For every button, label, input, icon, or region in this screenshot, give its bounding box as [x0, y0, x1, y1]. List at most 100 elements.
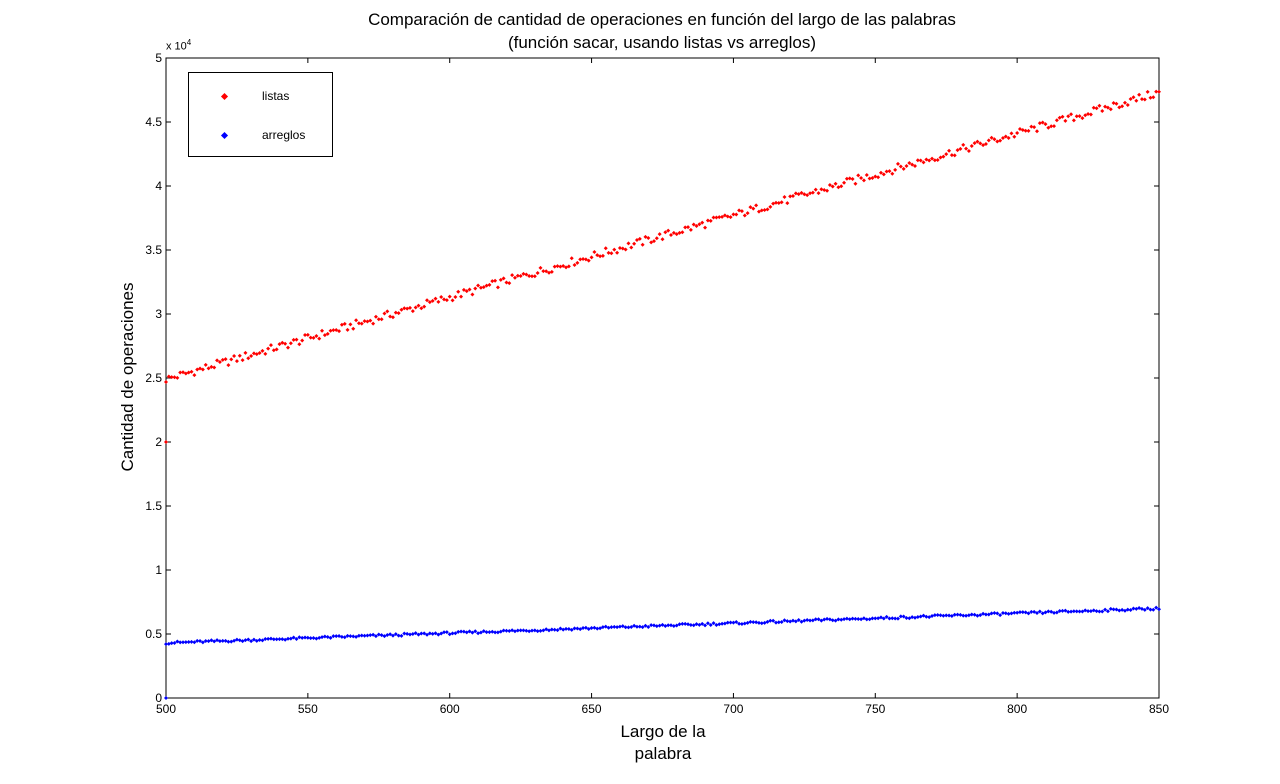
data-point-arreglos [1077, 609, 1082, 614]
data-point-arreglos [816, 617, 821, 622]
data-point-listas [243, 350, 248, 355]
data-point-arreglos [320, 635, 325, 640]
data-point-arreglos [288, 636, 293, 641]
data-point-listas [654, 236, 659, 241]
data-point-listas [586, 258, 591, 263]
data-point-listas [164, 379, 168, 384]
data-point-arreglos [172, 641, 177, 646]
data-point-arreglos [842, 617, 847, 622]
data-point-arreglos [915, 614, 920, 619]
data-point-arreglos [453, 631, 458, 636]
data-point-listas [1012, 134, 1017, 139]
data-point-arreglos [413, 631, 418, 636]
data-point-arreglos [856, 616, 861, 621]
data-point-listas [1029, 124, 1034, 129]
data-point-arreglos [643, 623, 648, 628]
data-point-listas [688, 227, 693, 232]
data-point-listas [439, 294, 444, 299]
data-point-listas [867, 176, 872, 181]
data-point-arreglos [388, 632, 393, 637]
data-point-listas [765, 207, 770, 212]
data-point-arreglos [470, 630, 475, 635]
data-point-listas [1134, 98, 1139, 103]
x-tick-label: 650 [582, 702, 602, 716]
data-point-arreglos [898, 614, 903, 619]
data-point-arreglos [198, 639, 203, 644]
data-point-listas [305, 332, 310, 337]
data-point-listas [779, 200, 784, 205]
data-point-listas [799, 190, 804, 195]
data-point-listas [603, 246, 608, 251]
data-point-arreglos [490, 629, 495, 634]
data-point-arreglos [1131, 606, 1136, 611]
data-point-arreglos [1083, 608, 1088, 613]
data-point-listas [966, 148, 971, 153]
data-point-arreglos [615, 625, 620, 630]
data-point-arreglos [1066, 609, 1071, 614]
data-point-listas [473, 286, 478, 291]
data-point-listas [773, 200, 778, 205]
data-point-listas [186, 370, 191, 375]
series-arreglos [164, 605, 1161, 700]
data-point-listas [328, 328, 333, 333]
data-point-listas [251, 351, 256, 356]
data-point-listas [864, 173, 869, 178]
data-point-arreglos [884, 614, 889, 619]
data-point-listas [308, 335, 313, 340]
data-point-listas [266, 346, 271, 351]
data-point-listas [1142, 97, 1147, 102]
data-point-listas [447, 294, 452, 299]
data-point-arreglos [422, 631, 427, 636]
data-point-listas [1125, 102, 1130, 107]
data-point-listas [402, 306, 407, 311]
data-point-arreglos [1037, 609, 1042, 614]
data-point-listas [572, 262, 577, 267]
data-point-listas [1000, 135, 1005, 140]
data-point-listas [317, 336, 322, 341]
data-point-listas [714, 215, 719, 220]
data-point-listas [975, 139, 980, 144]
data-point-listas [399, 307, 404, 312]
data-point-listas [470, 292, 475, 297]
data-point-arreglos [405, 631, 410, 636]
data-point-listas [986, 138, 991, 143]
data-point-listas [223, 357, 228, 362]
data-point-listas [904, 163, 909, 168]
data-point-arreglos [930, 613, 935, 618]
data-point-arreglos [975, 613, 980, 618]
data-point-arreglos [626, 625, 631, 630]
data-point-arreglos [981, 611, 986, 616]
data-point-listas [915, 158, 920, 163]
data-point-listas [595, 253, 600, 258]
data-point-listas [1097, 103, 1102, 108]
data-point-listas [978, 141, 983, 146]
data-point-listas [345, 327, 350, 332]
data-point-arreglos [249, 639, 254, 644]
data-point-listas [839, 184, 844, 189]
data-point-arreglos [328, 635, 333, 640]
legend-marker-listas [220, 92, 229, 101]
data-point-listas [938, 155, 943, 160]
data-point-listas [493, 278, 498, 283]
data-point-listas [581, 256, 586, 261]
data-point-arreglos [703, 623, 708, 628]
data-point-arreglos [487, 630, 492, 635]
data-point-arreglos [419, 631, 424, 636]
data-point-listas [501, 276, 506, 281]
data-point-listas [1003, 134, 1008, 139]
data-point-listas [541, 269, 546, 274]
data-point-arreglos [836, 617, 841, 622]
data-point-listas [657, 232, 662, 237]
data-point-arreglos-outlier [164, 696, 168, 700]
data-point-arreglos [376, 632, 381, 637]
data-point-listas [277, 342, 282, 347]
data-point-listas [947, 148, 952, 153]
data-point-listas [507, 281, 512, 286]
data-point-listas [1108, 107, 1113, 112]
data-point-listas [1083, 113, 1088, 118]
data-point-arreglos [711, 621, 716, 626]
y-axis-label: Cantidad de operaciones [118, 282, 137, 472]
data-point-listas [518, 274, 523, 279]
data-point-listas [691, 222, 696, 227]
data-point-listas [808, 191, 813, 196]
